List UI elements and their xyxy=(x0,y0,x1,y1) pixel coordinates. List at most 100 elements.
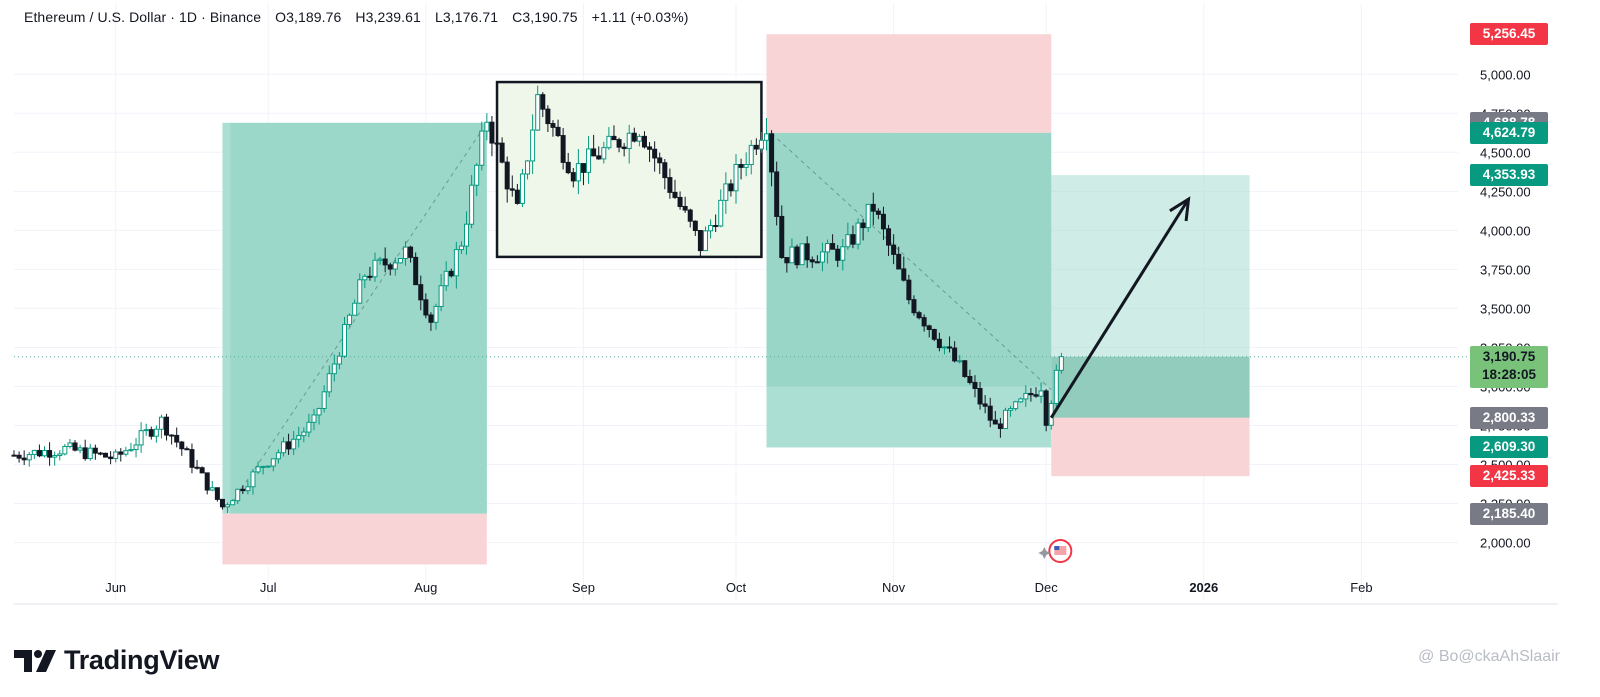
candle xyxy=(997,417,1003,438)
candle-body xyxy=(672,191,678,198)
symbol-title[interactable]: Ethereum / U.S. Dollar · 1D · Binance xyxy=(24,9,262,25)
us-flag-event-icon[interactable] xyxy=(1038,539,1073,563)
trend-line xyxy=(232,130,483,503)
candle-body xyxy=(702,230,708,252)
candle-body xyxy=(428,314,434,323)
candle-body xyxy=(453,249,459,277)
price-tick-label: 3,750.00 xyxy=(1480,262,1531,277)
candle xyxy=(138,422,144,453)
candle xyxy=(804,236,810,268)
price-tick-label: 4,250.00 xyxy=(1480,184,1531,199)
candle-body xyxy=(489,121,495,144)
candle-body xyxy=(540,94,546,110)
candle-body xyxy=(575,163,581,182)
candle xyxy=(219,498,225,510)
candle xyxy=(652,141,658,172)
candle xyxy=(52,451,58,466)
candle-body xyxy=(835,248,841,261)
candle-body xyxy=(336,355,342,365)
candle-body xyxy=(982,403,988,407)
candle-body xyxy=(830,243,836,250)
price-tick-label: 2,000.00 xyxy=(1480,536,1531,551)
candle xyxy=(103,452,109,458)
candle xyxy=(835,244,841,267)
price-label-green: 4,624.79 xyxy=(1470,121,1548,144)
candle xyxy=(586,135,592,184)
candle xyxy=(1023,385,1029,407)
candles xyxy=(11,85,1064,513)
candle xyxy=(616,137,622,153)
candle-body xyxy=(662,162,668,179)
candle-body xyxy=(580,163,586,173)
price-tick-label: 5,000.00 xyxy=(1480,67,1531,82)
price-tick-label: 4,000.00 xyxy=(1480,223,1531,238)
position-active-band xyxy=(1051,356,1250,418)
candle xyxy=(357,273,363,304)
candle xyxy=(113,449,119,463)
candle-body xyxy=(240,488,246,492)
tradingview-logo[interactable]: TradingView xyxy=(14,640,220,680)
candle xyxy=(184,446,190,451)
time-tick-label: Dec xyxy=(1035,580,1059,595)
candle xyxy=(1028,388,1034,402)
candle xyxy=(204,472,210,495)
candle-body xyxy=(565,161,571,174)
candle xyxy=(718,189,724,228)
candle xyxy=(199,466,205,474)
position-active-band xyxy=(230,122,487,514)
last-price-label: 3,190.75 18:28:05 xyxy=(1470,345,1548,388)
candle xyxy=(11,450,17,457)
candle xyxy=(92,444,98,460)
candle-body xyxy=(799,243,805,266)
chart-area[interactable]: 5,000.004,750.004,500.004,250.004,000.00… xyxy=(0,0,1600,620)
candle-body xyxy=(97,452,103,455)
candle xyxy=(850,225,856,249)
candle xyxy=(540,92,546,118)
candle xyxy=(367,266,373,281)
candle-body xyxy=(260,465,266,468)
candle-body xyxy=(250,471,256,488)
sparkle-icon xyxy=(1038,547,1051,559)
candle-body xyxy=(148,429,154,437)
candle-body xyxy=(138,430,144,446)
candle-body xyxy=(509,188,515,191)
candle xyxy=(896,246,902,270)
candle xyxy=(47,442,53,466)
candle-body xyxy=(708,225,714,232)
candle-body xyxy=(733,163,739,192)
candle-body xyxy=(448,270,454,277)
candle-body xyxy=(158,416,164,430)
candle-body xyxy=(225,504,231,508)
candle xyxy=(687,208,693,228)
candle-body xyxy=(123,450,129,455)
candle-body xyxy=(865,203,871,229)
candle-body xyxy=(82,447,88,460)
candle-body xyxy=(896,253,902,270)
candle-body xyxy=(67,442,73,447)
candle xyxy=(235,488,241,504)
candle xyxy=(789,238,795,264)
candle xyxy=(26,452,32,467)
time-tick-label: Nov xyxy=(882,580,906,595)
candle xyxy=(580,163,586,186)
candle xyxy=(158,414,164,439)
last-price: 3,190.75 xyxy=(1482,348,1536,364)
price-chart[interactable]: 5,000.004,750.004,500.004,250.004,000.00… xyxy=(0,0,1600,620)
candle xyxy=(57,450,63,461)
candle-body xyxy=(382,258,388,266)
candle xyxy=(728,179,734,197)
candle xyxy=(341,316,347,358)
candle-body xyxy=(936,338,942,349)
candle xyxy=(36,444,42,458)
candle-body xyxy=(36,449,42,457)
candle-body xyxy=(387,264,393,270)
candle xyxy=(326,365,332,398)
candle xyxy=(758,132,764,153)
candle-body xyxy=(514,189,520,204)
candle xyxy=(108,451,114,465)
candle xyxy=(697,230,703,257)
candle xyxy=(31,449,37,459)
candle-body xyxy=(921,317,927,327)
candle xyxy=(443,261,449,291)
consolidation-range-box xyxy=(495,80,763,259)
